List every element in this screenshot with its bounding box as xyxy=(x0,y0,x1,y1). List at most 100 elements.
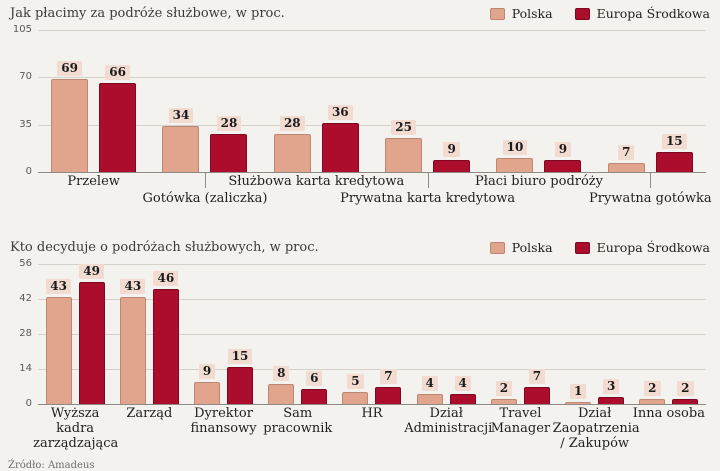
gridline xyxy=(38,369,706,370)
bar-europa xyxy=(544,159,582,172)
bar-europa xyxy=(227,366,254,404)
bar-value-label: 3 xyxy=(602,378,620,394)
x-axis-label: Gotówka (zaliczka) xyxy=(142,191,268,206)
bar-polska xyxy=(268,384,295,404)
bar-polska xyxy=(45,296,72,404)
y-axis-tick-label: 0 xyxy=(25,166,32,177)
gridline xyxy=(38,172,706,173)
y-axis-tick-label: 70 xyxy=(19,71,32,82)
bar-value-label: 69 xyxy=(57,60,82,76)
x-axis-label: Zarząd xyxy=(126,406,173,421)
legend-swatch-polska xyxy=(489,241,505,254)
legend-item-polska: Polska xyxy=(489,6,553,21)
x-axis-label: Sam pracownik xyxy=(263,406,333,436)
bar-europa xyxy=(301,389,328,404)
bar-column: 7 xyxy=(523,368,550,404)
bar-column: 5 xyxy=(342,373,369,404)
x-axis-label: Dział Zaopatrzenia / Zakupów xyxy=(552,406,640,451)
legend-label-polska: Polska xyxy=(511,240,553,255)
bar-value-label: 4 xyxy=(454,376,471,391)
x-axis-label: Inna osoba xyxy=(632,406,705,421)
bar-polska xyxy=(496,158,534,172)
bar-europa xyxy=(99,82,137,172)
bar-column: 69 xyxy=(51,60,89,172)
bar-value-label: 28 xyxy=(279,116,305,132)
bar-value-label: 7 xyxy=(380,368,397,384)
legend-label-polska: Polska xyxy=(511,6,553,21)
bar-europa xyxy=(449,394,476,404)
gridline xyxy=(38,264,706,265)
gridline xyxy=(38,334,706,335)
bar-column: 9 xyxy=(194,363,221,404)
x-axis-label: Travel Manager xyxy=(490,406,551,436)
bar-column: 49 xyxy=(78,263,105,404)
bar-polska xyxy=(416,394,443,404)
bar-group: 28 36 xyxy=(261,105,372,172)
y-axis-tick-label: 105 xyxy=(12,24,32,35)
legend-item-europa: Europa Środkowa xyxy=(574,240,710,255)
bar-value-label: 4 xyxy=(421,376,438,391)
bar-polska xyxy=(385,138,423,172)
bar-europa xyxy=(523,386,550,404)
bar-group: 9 15 xyxy=(186,348,260,404)
bar-value-label: 36 xyxy=(327,105,353,121)
x-axis-label: HR xyxy=(361,406,383,421)
bar-polska xyxy=(51,78,89,172)
gridline xyxy=(38,77,706,78)
bar-column: 43 xyxy=(45,278,72,404)
x-axis-label: Służbowa karta kredytowa xyxy=(228,174,405,189)
bar-value-label: 2 xyxy=(677,381,694,396)
bar-value-label: 43 xyxy=(120,278,146,294)
plot-area: 0 14 28 42 56 43 49 43 46 9 15 8 6 5 7 4 4 2 7 1 3 2 2 xyxy=(19,258,706,409)
chart-title: Kto decyduje o podróżach służbowych, w p… xyxy=(10,240,319,255)
gridline xyxy=(38,125,706,126)
bar-column: 2 xyxy=(672,381,699,404)
chart-header: Kto decyduje o podróżach służbowych, w p… xyxy=(8,234,712,264)
bar-column: 6 xyxy=(301,371,328,404)
bar-column: 7 xyxy=(607,144,645,172)
bar-column: 3 xyxy=(598,378,625,404)
chart-decisions-section: Kto decyduje o podróżach służbowych, w p… xyxy=(0,234,720,456)
bar-value-label: 49 xyxy=(79,263,104,279)
bar-polska xyxy=(565,401,592,404)
legend: Polska Europa Środkowa xyxy=(489,240,710,255)
bar-value-label: 5 xyxy=(347,373,364,389)
bar-value-label: 9 xyxy=(554,141,572,157)
y-axis-tick-label: 35 xyxy=(19,119,32,130)
bar-value-label: 6 xyxy=(306,371,323,386)
bar-column: 7 xyxy=(375,368,402,404)
bar-column: 15 xyxy=(655,133,693,172)
bar-europa xyxy=(78,281,105,404)
y-axis-tick-label: 0 xyxy=(25,398,32,409)
x-axis-label: Dyrektor finansowy xyxy=(190,406,257,436)
bar-group: 25 9 xyxy=(372,120,483,172)
bar-column: 34 xyxy=(162,108,200,172)
bar-column: 2 xyxy=(639,381,666,404)
x-axis-labels: Wyższa kadra zarządzająca Zarząd Dyrektor … xyxy=(33,404,706,456)
bar-europa xyxy=(375,386,402,404)
bar-value-label: 2 xyxy=(644,381,661,396)
bar-value-label: 8 xyxy=(273,366,290,381)
legend-item-europa: Europa Środkowa xyxy=(574,6,710,21)
bar-polska xyxy=(162,126,200,172)
bar-group: 10 9 xyxy=(483,140,594,172)
x-axis-labels: Przelew Gotówka (zaliczka) Służbowa karta … xyxy=(38,172,712,210)
bar-polska xyxy=(490,399,517,404)
bar-value-label: 2 xyxy=(495,381,513,396)
bar-value-label: 15 xyxy=(661,133,687,149)
bar-column: 46 xyxy=(152,271,179,404)
bar-value-label: 1 xyxy=(569,383,587,399)
bar-value-label: 7 xyxy=(618,144,635,160)
bar-polska xyxy=(342,391,369,404)
x-axis-label: Płaci biuro podróży xyxy=(474,174,604,189)
bar-group: 43 49 xyxy=(38,263,112,404)
bar-column: 25 xyxy=(385,120,423,172)
bar-value-label: 46 xyxy=(153,271,179,286)
gridline xyxy=(38,299,706,300)
bar-value-label: 43 xyxy=(46,278,71,294)
bar-column: 28 xyxy=(273,116,311,172)
